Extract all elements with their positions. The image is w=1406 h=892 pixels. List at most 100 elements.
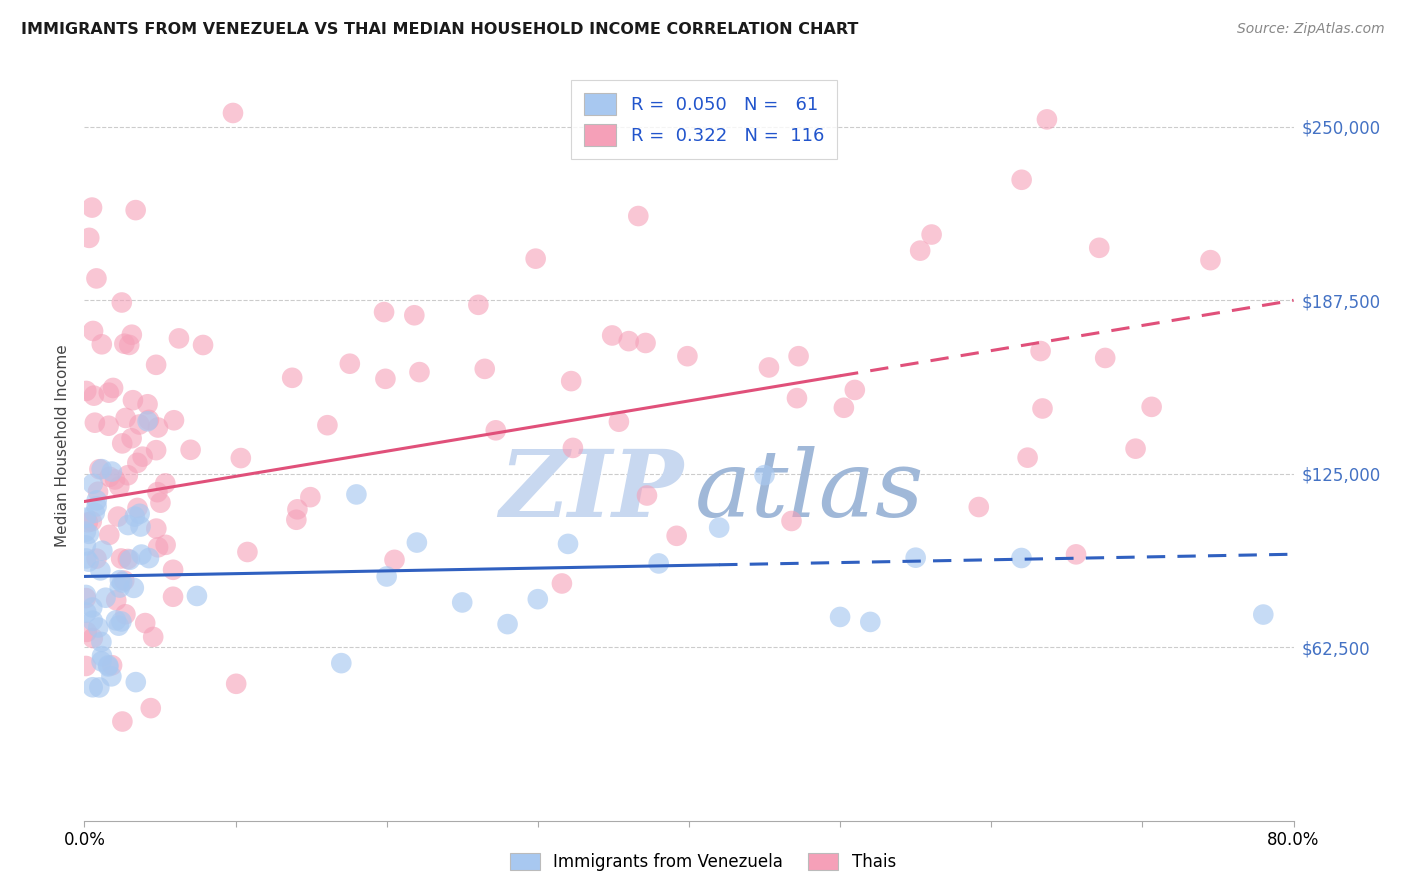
Point (561, 441, 583, 455)
Legend: R =  0.050   N =   61, R =  0.322   N =  116: R = 0.050 N = 61, R = 0.322 N = 116 (571, 80, 837, 159)
Point (83, 389, 105, 403)
Point (607, 415, 630, 429)
Point (86, 493, 108, 508)
Text: Source: ZipAtlas.com: Source: ZipAtlas.com (1237, 22, 1385, 37)
Point (145, 522, 167, 536)
Point (82, 324, 104, 338)
Point (90, 462, 112, 476)
Point (551, 576, 574, 591)
Point (105, 593, 128, 607)
Point (117, 552, 139, 566)
Point (225, 677, 247, 691)
Point (145, 443, 167, 458)
Point (86, 271, 108, 285)
Legend: Immigrants from Venezuela, Thais: Immigrants from Venezuela, Thais (502, 845, 904, 880)
Point (373, 305, 395, 319)
Point (527, 592, 550, 607)
Point (330, 656, 353, 670)
Point (830, 610, 852, 624)
Point (86, 551, 108, 566)
Point (89, 462, 111, 476)
Point (146, 541, 169, 555)
Point (139, 701, 162, 715)
Point (114, 411, 136, 425)
Point (97, 658, 120, 673)
Point (758, 360, 780, 375)
Point (131, 450, 153, 464)
Point (1036, 112, 1059, 127)
Point (339, 357, 361, 371)
Point (98, 528, 121, 542)
Point (155, 476, 177, 491)
Point (82, 614, 104, 628)
Point (107, 509, 129, 524)
Point (127, 500, 149, 515)
Point (524, 252, 547, 266)
Point (1125, 442, 1147, 456)
Point (967, 500, 990, 514)
Point (97, 385, 120, 400)
Point (114, 607, 136, 622)
Point (75, 606, 97, 620)
Point (86, 500, 108, 514)
Point (180, 442, 202, 457)
Point (921, 227, 943, 242)
Point (112, 336, 135, 351)
Point (149, 496, 172, 510)
Point (122, 581, 145, 595)
Point (87, 621, 110, 635)
Point (100, 669, 122, 683)
Point (754, 468, 776, 483)
Point (111, 714, 134, 729)
Point (101, 381, 124, 395)
Point (299, 490, 322, 504)
Point (91, 649, 114, 664)
Point (636, 488, 658, 502)
Point (648, 557, 671, 571)
Point (467, 298, 489, 312)
Point (118, 338, 141, 352)
Point (222, 106, 245, 120)
Point (1011, 173, 1033, 187)
Point (474, 362, 496, 376)
Point (117, 518, 139, 533)
Point (82, 476, 104, 491)
Point (229, 451, 252, 466)
Point (91, 543, 114, 558)
Point (186, 589, 208, 603)
Point (80, 201, 103, 215)
Point (1094, 351, 1116, 365)
Point (316, 418, 339, 433)
Point (236, 545, 259, 559)
Point (1031, 401, 1053, 416)
Point (374, 372, 396, 386)
Point (1064, 547, 1087, 561)
Point (136, 414, 159, 428)
Point (142, 630, 165, 644)
Point (665, 529, 688, 543)
Point (124, 509, 146, 524)
Point (101, 465, 124, 479)
Point (404, 308, 426, 322)
Point (83, 416, 105, 430)
Point (1199, 253, 1222, 268)
Point (125, 675, 148, 690)
Point (138, 413, 160, 427)
Point (121, 327, 143, 342)
Point (75, 659, 97, 673)
Point (138, 551, 160, 566)
Point (131, 548, 153, 562)
Point (1253, 607, 1275, 622)
Point (384, 553, 406, 567)
Point (77, 526, 100, 541)
Point (146, 420, 169, 434)
Point (75, 384, 97, 398)
Point (634, 336, 657, 351)
Point (104, 473, 127, 487)
Text: atlas: atlas (695, 446, 925, 536)
Point (557, 537, 579, 551)
Point (94, 591, 117, 605)
Point (82, 600, 104, 615)
Point (110, 551, 132, 566)
Point (89, 681, 111, 695)
